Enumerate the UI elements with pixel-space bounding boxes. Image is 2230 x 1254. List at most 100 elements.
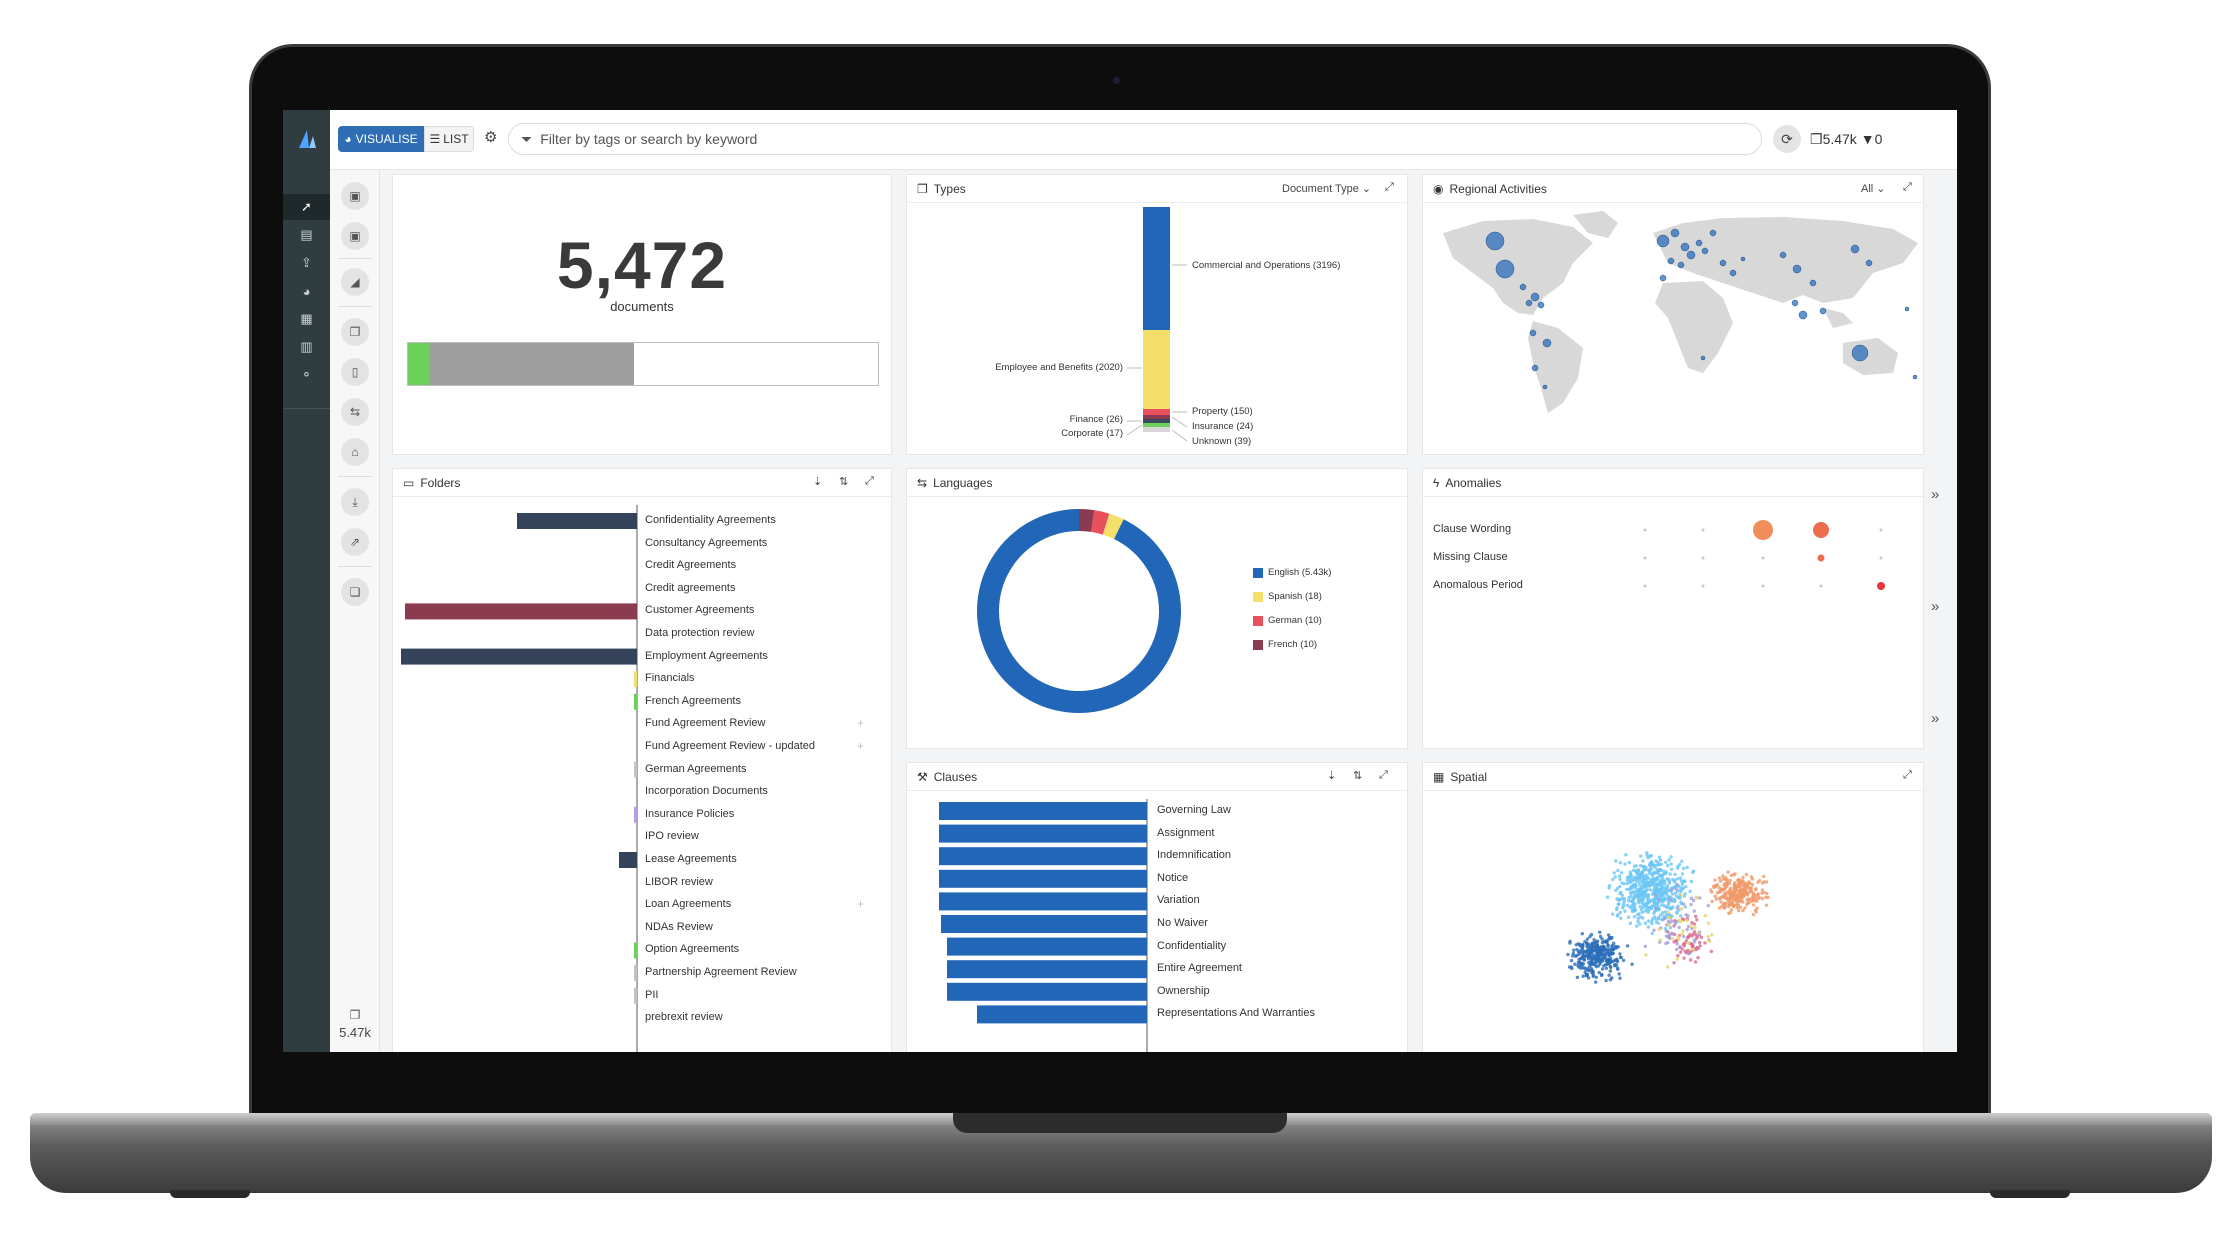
- folder-bar[interactable]: [401, 648, 637, 665]
- tool-compare-icon[interactable]: ❏: [341, 578, 369, 606]
- folder-label[interactable]: Credit agreements: [645, 581, 736, 594]
- anomaly-bubble[interactable]: [1817, 554, 1825, 562]
- nav-hierarchy-icon[interactable]: ⚬: [301, 367, 312, 382]
- clause-bar[interactable]: [947, 937, 1147, 956]
- folder-label[interactable]: German Agreements: [645, 762, 747, 775]
- folder-label[interactable]: prebrexit review: [645, 1011, 723, 1024]
- map-point[interactable]: [1680, 242, 1690, 252]
- folder-label[interactable]: French Agreements: [645, 694, 741, 707]
- types-bar-corporate[interactable]: [1143, 423, 1170, 427]
- sort-desc-icon[interactable]: ⇣: [1327, 770, 1337, 782]
- map-point[interactable]: [1701, 247, 1709, 255]
- nav-library-icon[interactable]: ▥: [300, 339, 313, 354]
- map-point[interactable]: [1695, 239, 1703, 247]
- sort-alpha-icon[interactable]: ⇅: [839, 476, 849, 488]
- expand-icon[interactable]: ⤢: [1903, 181, 1912, 193]
- clause-bar[interactable]: [939, 869, 1147, 888]
- folder-label[interactable]: Fund Agreement Review: [645, 717, 766, 730]
- clause-label[interactable]: Confidentiality: [1157, 939, 1227, 952]
- map-point[interactable]: [1656, 234, 1670, 248]
- expand-icon[interactable]: ⤢: [1379, 769, 1388, 781]
- expand-folder-icon[interactable]: +: [857, 716, 865, 731]
- map-point[interactable]: [1740, 256, 1746, 262]
- tool-export-icon[interactable]: ⇗: [341, 528, 369, 556]
- map-point[interactable]: [1809, 279, 1817, 287]
- folder-label[interactable]: Partnership Agreement Review: [645, 966, 797, 978]
- map-point[interactable]: [1865, 259, 1873, 267]
- folder-bar[interactable]: [634, 693, 637, 710]
- nav-notes-icon[interactable]: ▦: [300, 311, 313, 326]
- folder-label[interactable]: IPO review: [645, 830, 699, 843]
- folder-bar[interactable]: [634, 987, 637, 1004]
- language-slice[interactable]: [1078, 509, 1095, 532]
- folder-label[interactable]: Lease Agreements: [645, 853, 737, 865]
- map-point[interactable]: [1850, 244, 1860, 254]
- map-point[interactable]: [1667, 257, 1675, 265]
- map-point[interactable]: [1700, 355, 1706, 361]
- expand-icon[interactable]: ⤢: [1903, 769, 1912, 781]
- clause-label[interactable]: Notice: [1157, 871, 1189, 884]
- map-point[interactable]: [1719, 259, 1727, 267]
- tool-eraser-icon[interactable]: ◢: [341, 268, 369, 296]
- types-bar-commercial[interactable]: [1143, 207, 1170, 330]
- nav-visualise-icon[interactable]: ➚: [283, 194, 330, 220]
- map-point[interactable]: [1791, 299, 1799, 307]
- folder-label[interactable]: Fund Agreement Review - updated: [645, 740, 815, 752]
- types-bar-insurance[interactable]: [1143, 415, 1170, 419]
- map-point[interactable]: [1912, 374, 1918, 380]
- folder-label[interactable]: LIBOR review: [645, 875, 713, 888]
- anomaly-bubble[interactable]: [1877, 582, 1885, 590]
- types-bar-property[interactable]: [1143, 409, 1170, 415]
- folder-label[interactable]: Employment Agreements: [645, 649, 768, 662]
- clause-label[interactable]: Representations And Warranties: [1157, 1007, 1315, 1020]
- folder-label[interactable]: Credit Agreements: [645, 559, 737, 572]
- map-point[interactable]: [1670, 228, 1680, 238]
- map-point[interactable]: [1792, 264, 1802, 274]
- regional-dropdown[interactable]: All ⌄: [1861, 183, 1886, 195]
- map-point[interactable]: [1851, 344, 1869, 362]
- map-point[interactable]: [1531, 364, 1539, 372]
- map-point[interactable]: [1677, 261, 1685, 269]
- map-point[interactable]: [1519, 283, 1527, 291]
- sort-desc-icon[interactable]: ⇣: [813, 476, 823, 488]
- folder-label[interactable]: Customer Agreements: [645, 604, 755, 617]
- chevron-right-icon[interactable]: »: [1931, 486, 1940, 503]
- folder-bar[interactable]: [517, 513, 637, 529]
- list-button[interactable]: ☰ LIST: [424, 126, 474, 152]
- folder-bar[interactable]: [405, 603, 637, 620]
- search-bar[interactable]: ⏷: [508, 123, 1762, 155]
- map-point[interactable]: [1495, 259, 1515, 279]
- folder-bar[interactable]: [634, 671, 637, 688]
- nav-upload-icon[interactable]: ⇪: [301, 255, 312, 270]
- types-bar-employee[interactable]: [1143, 330, 1170, 409]
- clause-bar[interactable]: [939, 824, 1147, 843]
- tool-download-icon[interactable]: ⤓: [341, 488, 369, 516]
- folder-label[interactable]: Financials: [645, 672, 695, 685]
- clause-bar[interactable]: [977, 1005, 1147, 1024]
- clause-label[interactable]: Assignment: [1157, 826, 1215, 839]
- map-point[interactable]: [1659, 274, 1667, 282]
- folder-label[interactable]: Insurance Policies: [645, 807, 735, 820]
- folder-bar[interactable]: [619, 852, 637, 868]
- map-point[interactable]: [1485, 231, 1505, 251]
- folder-bar[interactable]: [634, 965, 637, 981]
- folder-label[interactable]: PII: [645, 988, 659, 1001]
- tool-edit-view-icon[interactable]: ▣: [341, 222, 369, 250]
- clause-bar[interactable]: [947, 960, 1147, 979]
- expand-icon[interactable]: ⤢: [865, 475, 874, 487]
- folder-label[interactable]: Option Agreements: [645, 943, 740, 956]
- folder-label[interactable]: Data protection review: [645, 627, 755, 639]
- types-bar-finance[interactable]: [1143, 419, 1170, 423]
- sort-alpha-icon[interactable]: ⇅: [1353, 770, 1363, 782]
- types-dropdown[interactable]: Document Type ⌄: [1282, 183, 1372, 195]
- clause-label[interactable]: Indemnification: [1157, 849, 1231, 862]
- clause-bar[interactable]: [941, 915, 1147, 933]
- visualise-button[interactable]: ◕ VISUALISE: [338, 126, 424, 152]
- clause-label[interactable]: Ownership: [1157, 984, 1210, 997]
- expand-icon[interactable]: ⤢: [1385, 181, 1394, 193]
- refresh-icon[interactable]: ⟳: [1773, 125, 1801, 153]
- map-point[interactable]: [1709, 229, 1717, 237]
- folder-bar[interactable]: [634, 806, 637, 823]
- nav-dashboard-icon[interactable]: ◕: [302, 283, 311, 299]
- map-point[interactable]: [1542, 384, 1548, 390]
